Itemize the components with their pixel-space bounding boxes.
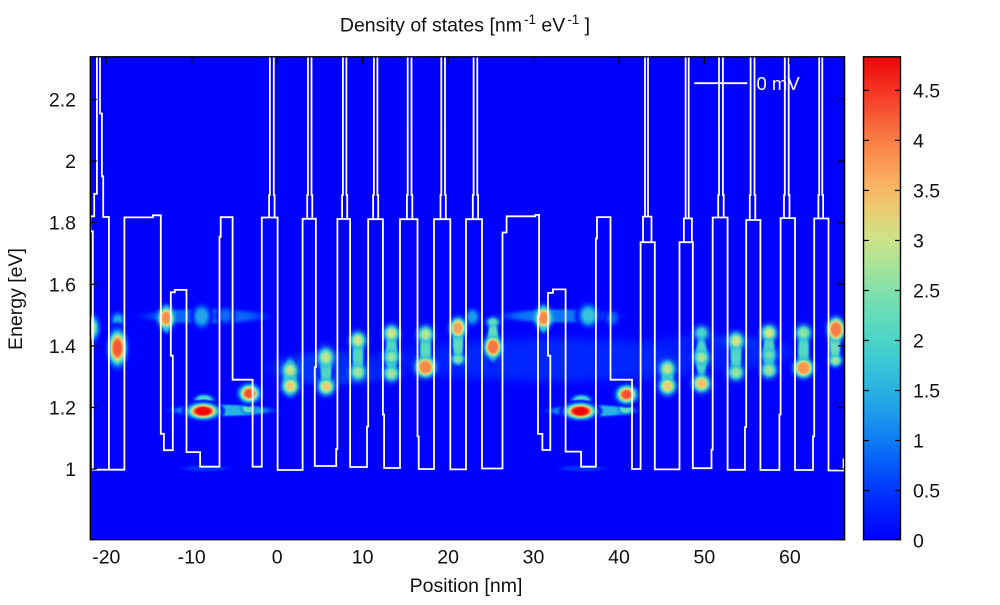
svg-text:1.5: 1.5 — [913, 381, 940, 403]
svg-text:0: 0 — [913, 531, 924, 553]
svg-text:4: 4 — [913, 130, 924, 152]
svg-text:Energy [eV]: Energy [eV] — [5, 248, 27, 350]
svg-text:1.4: 1.4 — [49, 336, 76, 358]
svg-text:60: 60 — [779, 547, 801, 569]
svg-text:1: 1 — [65, 459, 76, 481]
svg-text:1: 1 — [913, 431, 924, 453]
svg-text:3: 3 — [913, 231, 924, 253]
svg-text:30: 30 — [523, 547, 545, 569]
svg-text:2.2: 2.2 — [49, 90, 76, 112]
svg-text:2.5: 2.5 — [913, 281, 940, 303]
svg-text:0: 0 — [272, 547, 283, 569]
svg-text:1.8: 1.8 — [49, 213, 76, 235]
svg-text:1.2: 1.2 — [49, 398, 76, 420]
svg-text:10: 10 — [352, 547, 374, 569]
svg-text:0 mV: 0 mV — [757, 73, 801, 94]
svg-text:4.5: 4.5 — [913, 80, 940, 102]
svg-text:-20: -20 — [92, 547, 120, 569]
svg-text:2: 2 — [65, 151, 76, 173]
svg-text:0.5: 0.5 — [913, 481, 940, 503]
svg-text:3.5: 3.5 — [913, 180, 940, 202]
svg-text:50: 50 — [694, 547, 716, 569]
svg-text:1.6: 1.6 — [49, 274, 76, 296]
svg-text:-10: -10 — [178, 547, 206, 569]
svg-text:20: 20 — [437, 547, 459, 569]
svg-text:Density of states [nm-1 eV-1 ]: Density of states [nm -1 eV -1 ] — [340, 12, 590, 37]
svg-text:40: 40 — [608, 547, 630, 569]
svg-text:Position [nm]: Position [nm] — [410, 575, 523, 597]
svg-text:2: 2 — [913, 331, 924, 353]
